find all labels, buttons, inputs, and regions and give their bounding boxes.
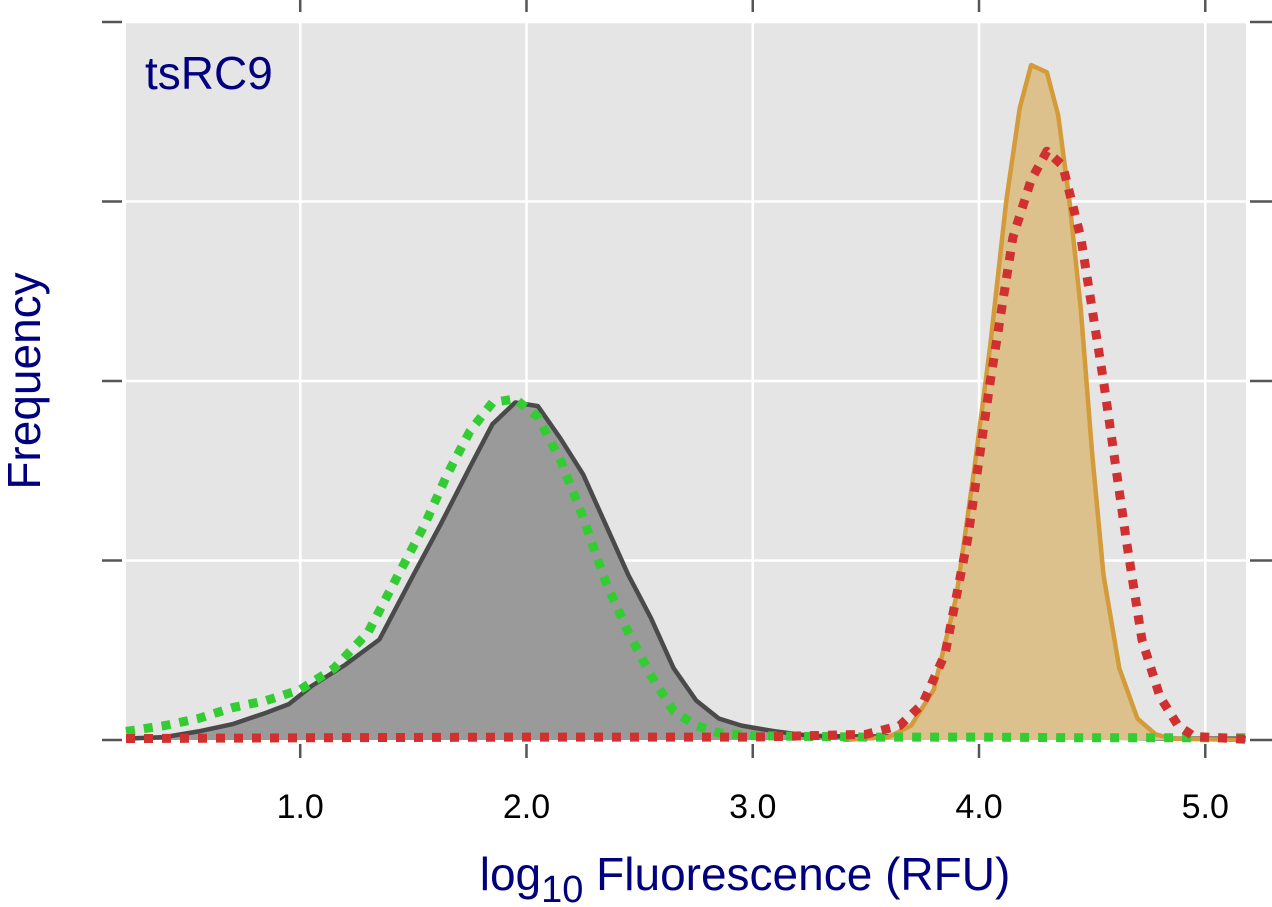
- y-axis-label: Frequency: [0, 272, 50, 489]
- x-tick-labels: 1.0 2.0 3.0 4.0 5.0: [277, 788, 1229, 826]
- x-axis-label-rest: Fluorescence (RFU): [583, 848, 1010, 900]
- series-line-orange_filled: [843, 62, 1247, 743]
- x-tick-label-3: 4.0: [955, 788, 1002, 826]
- axis-ticks: [102, 0, 1272, 758]
- series-line-green_dotted: [125, 394, 1246, 743]
- x-axis-label-subscript: 10: [541, 869, 583, 907]
- x-tick-label-0: 1.0: [277, 788, 324, 826]
- x-tick-label-1: 2.0: [503, 788, 550, 826]
- panel-label: tsRC9: [145, 47, 273, 99]
- x-tick-label-2: 3.0: [729, 788, 776, 826]
- x-tick-label-4: 5.0: [1182, 788, 1229, 826]
- series-group: [125, 62, 1247, 744]
- series-line-red_dotted: [125, 146, 1247, 744]
- x-axis-label-main: log: [480, 848, 541, 900]
- series-area-gray_filled: [126, 402, 1246, 740]
- series-area-orange_filled: [843, 65, 1246, 741]
- x-axis-label: log10 Fluorescence (RFU): [480, 848, 1011, 907]
